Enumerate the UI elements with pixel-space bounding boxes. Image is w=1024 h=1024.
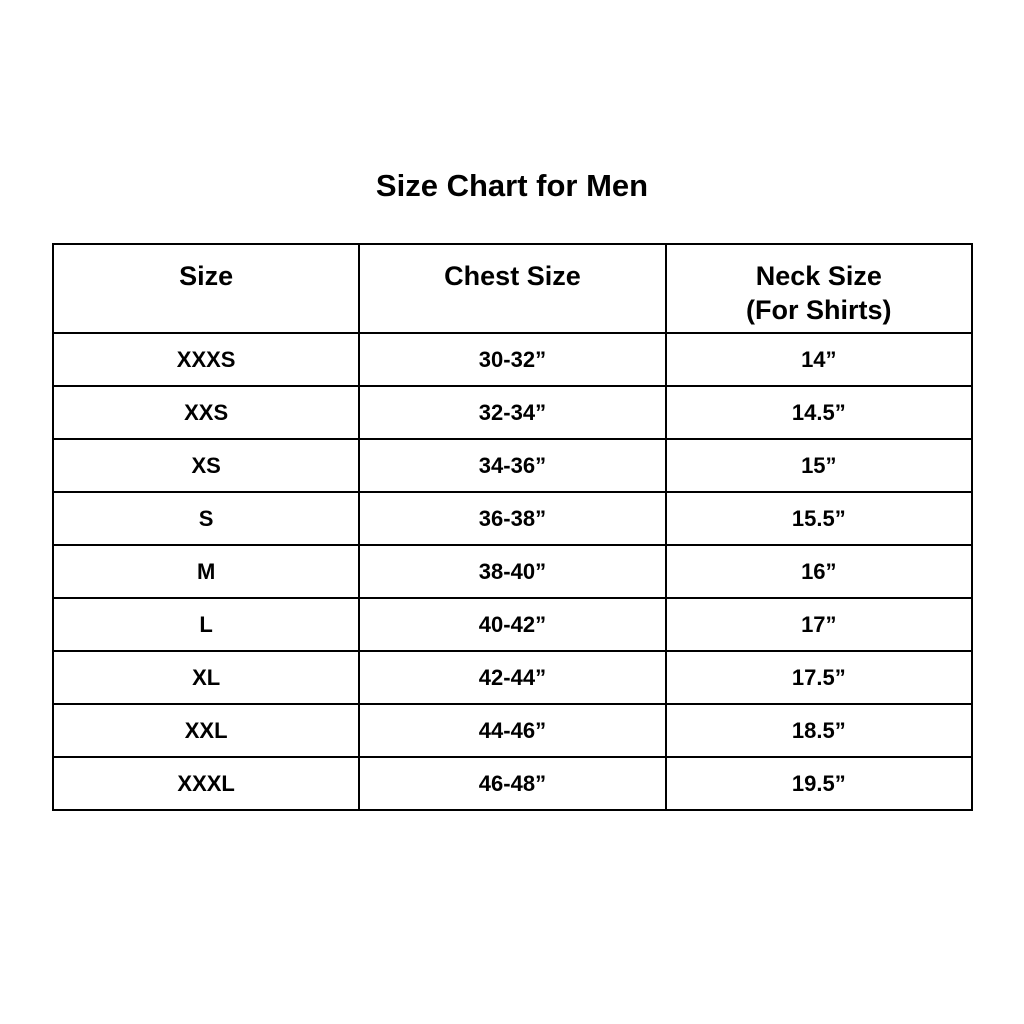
cell-neck: 15.5” xyxy=(664,491,974,546)
header-chest-size: Chest Size xyxy=(358,243,667,334)
size-chart-table: Size Chest Size Neck Size (For Shirts) XX… xyxy=(51,243,974,811)
cell-neck: 14.5” xyxy=(664,385,974,440)
table-row: L 40-42” 17” xyxy=(51,597,974,652)
cell-neck: 18.5” xyxy=(664,703,974,758)
cell-size: XS xyxy=(51,438,361,493)
header-size: Size xyxy=(51,243,361,334)
table-row: XS 34-36” 15” xyxy=(51,438,974,493)
cell-chest: 34-36” xyxy=(358,438,667,493)
cell-neck: 17.5” xyxy=(664,650,974,705)
cell-size: M xyxy=(51,544,361,599)
table-row: XXL 44-46” 18.5” xyxy=(51,703,974,758)
cell-neck: 14” xyxy=(664,332,974,387)
cell-neck: 17” xyxy=(664,597,974,652)
table-row: XXXS 30-32” 14” xyxy=(51,332,974,387)
table-row: S 36-38” 15.5” xyxy=(51,491,974,546)
page-title: Size Chart for Men xyxy=(375,168,649,203)
cell-chest: 36-38” xyxy=(358,491,667,546)
cell-chest: 44-46” xyxy=(358,703,667,758)
cell-size: S xyxy=(51,491,361,546)
table-row: M 38-40” 16” xyxy=(51,544,974,599)
cell-chest: 38-40” xyxy=(358,544,667,599)
header-neck-size: Neck Size (For Shirts) xyxy=(664,243,974,334)
cell-size: XXXL xyxy=(51,756,361,811)
cell-neck: 15” xyxy=(664,438,974,493)
table-row: XL 42-44” 17.5” xyxy=(51,650,974,705)
cell-size: XXS xyxy=(51,385,361,440)
cell-size: L xyxy=(51,597,361,652)
cell-neck: 16” xyxy=(664,544,974,599)
cell-neck: 19.5” xyxy=(664,756,974,811)
neck-size-label: Neck Size xyxy=(755,261,882,291)
cell-size: XL xyxy=(51,650,361,705)
cell-size: XXL xyxy=(51,703,361,758)
cell-chest: 46-48” xyxy=(358,756,667,811)
table-row: XXS 32-34” 14.5” xyxy=(51,385,974,440)
cell-chest: 42-44” xyxy=(358,650,667,705)
cell-chest: 32-34” xyxy=(358,385,667,440)
cell-chest: 30-32” xyxy=(358,332,667,387)
cell-chest: 40-42” xyxy=(358,597,667,652)
cell-size: XXXS xyxy=(51,332,361,387)
header-row: Size Chest Size Neck Size (For Shirts) xyxy=(51,243,974,334)
table-row: XXXL 46-48” 19.5” xyxy=(51,756,974,811)
neck-size-note: (For Shirts) xyxy=(746,295,892,325)
